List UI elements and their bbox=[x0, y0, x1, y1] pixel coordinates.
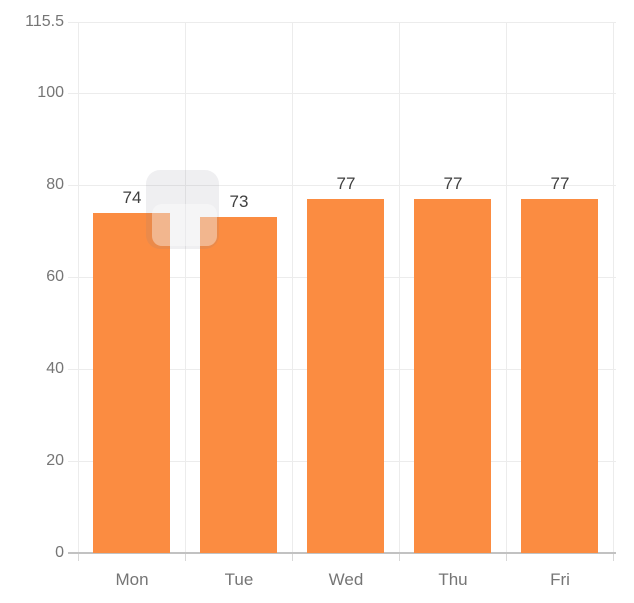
bar-tue[interactable] bbox=[200, 217, 277, 553]
bar-wed[interactable] bbox=[307, 199, 384, 553]
y-axis-tick-label: 0 bbox=[55, 544, 64, 561]
bar-value-label: 77 bbox=[336, 174, 356, 193]
v-gridline bbox=[506, 22, 507, 553]
x-axis-tick bbox=[185, 553, 186, 561]
v-gridline bbox=[292, 22, 293, 553]
x-axis-line bbox=[68, 552, 616, 554]
bar-thu[interactable] bbox=[414, 199, 491, 553]
cursor-highlight-overlay bbox=[146, 170, 219, 249]
x-axis-tick-label: Fri bbox=[550, 570, 570, 589]
y-axis-tick-label: 40 bbox=[46, 360, 64, 377]
y-axis-tick-label: 100 bbox=[37, 84, 64, 101]
bar-value-label: 77 bbox=[443, 174, 463, 193]
v-gridline bbox=[613, 22, 614, 553]
v-gridline bbox=[185, 22, 186, 553]
x-axis-tick-label: Mon bbox=[115, 570, 149, 589]
bar-value-label: 73 bbox=[229, 192, 249, 211]
y-axis-tick-label: 20 bbox=[46, 452, 64, 469]
x-axis-tick bbox=[292, 553, 293, 561]
x-axis-tick bbox=[506, 553, 507, 561]
x-axis-tick-label: Thu bbox=[438, 570, 468, 589]
h-gridline bbox=[68, 93, 616, 94]
h-gridline bbox=[68, 22, 616, 23]
y-axis-tick-label: 60 bbox=[46, 268, 64, 285]
h-gridline bbox=[68, 185, 616, 186]
bar-value-label: 77 bbox=[550, 174, 570, 193]
x-axis-tick-label: Tue bbox=[224, 570, 254, 589]
x-axis-tick bbox=[613, 553, 614, 561]
x-axis-tick-label: Wed bbox=[328, 570, 364, 589]
x-axis-tick bbox=[78, 553, 79, 561]
cursor-highlight-inner-overlay bbox=[152, 204, 217, 246]
y-axis-tick-label: 115.5 bbox=[25, 13, 64, 30]
x-axis-tick bbox=[399, 553, 400, 561]
y-axis-tick-label: 80 bbox=[46, 176, 64, 193]
v-gridline bbox=[399, 22, 400, 553]
bar-value-label: 74 bbox=[122, 188, 142, 207]
bar-fri[interactable] bbox=[521, 199, 598, 553]
v-gridline bbox=[78, 22, 79, 553]
bar-mon[interactable] bbox=[93, 213, 170, 553]
